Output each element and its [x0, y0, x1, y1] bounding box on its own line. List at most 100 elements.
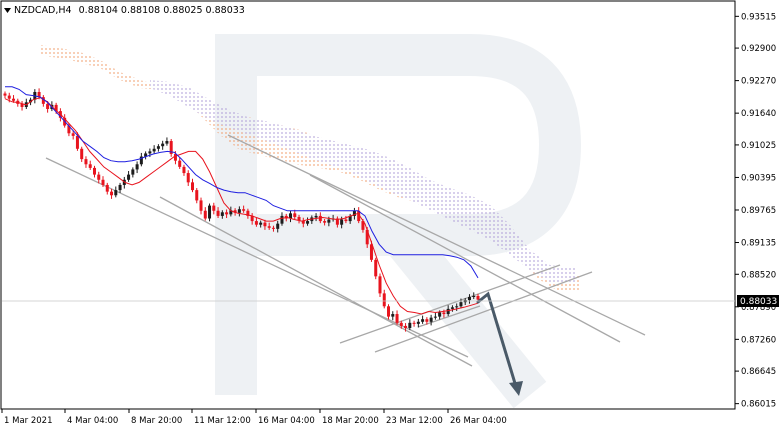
ichimoku-cloud-upper [40, 45, 580, 292]
candle-body [3, 93, 7, 96]
candle-body [472, 295, 476, 298]
candle-body [259, 222, 263, 225]
candle-body [178, 160, 182, 167]
x-tick-label: 16 Mar 04:00 [258, 416, 315, 426]
y-tick-label: 0.88520 [741, 270, 776, 280]
candle-body [340, 219, 344, 225]
x-tick-label: 26 Mar 04:00 [450, 416, 507, 426]
y-tick-label: 0.91640 [741, 109, 776, 119]
y-tick-label: 0.86015 [741, 400, 776, 410]
y-tick-label: 0.92900 [741, 44, 776, 54]
candle-body [254, 221, 258, 225]
candle-body [127, 174, 131, 180]
candle-body [442, 312, 446, 315]
candle-body [118, 184, 122, 191]
candle-body [46, 103, 50, 110]
candle-body [220, 212, 224, 216]
trendline-wedge-lower[interactable] [374, 271, 593, 353]
candle-body [314, 215, 318, 218]
candle-body [131, 169, 135, 175]
candle-body [246, 210, 250, 216]
candle-body [429, 317, 433, 322]
candle-body [12, 98, 16, 101]
tenkan-sen-line [4, 97, 479, 315]
candle-body [318, 215, 322, 222]
svg-text:NZDCAD,H4 0.88104 0.8810: NZDCAD,H4 0.88104 0.88108 0.88025 0.8803… [14, 5, 245, 16]
candle-body [229, 210, 233, 215]
ichimoku-cloud-lower [150, 80, 575, 282]
candle-body [148, 151, 152, 154]
x-tick-label: 18 Mar 20:00 [322, 416, 379, 426]
ohlc-quote: 0.88104 0.88108 0.88025 0.88033 [79, 5, 245, 16]
candle-body [41, 97, 45, 104]
candle-body [225, 212, 229, 215]
trendline-channel-mid[interactable] [309, 174, 621, 343]
forecast-arrow [476, 291, 523, 396]
current-price-tag: 0.88033 [737, 295, 779, 307]
candle-body [348, 215, 352, 222]
candle-body [208, 205, 212, 219]
candle-body [84, 159, 88, 165]
x-axis: 1 Mar 2021 4 Mar 04:00 8 Mar 20:00 11 Mar 1… [1, 409, 507, 426]
candle-body [156, 146, 160, 149]
candle-body [250, 215, 254, 222]
x-tick-label: 23 Mar 12:00 [386, 416, 443, 426]
candle-body [271, 227, 275, 229]
symbol-label: NZDCAD,H4 [14, 5, 72, 16]
candle-body [361, 221, 365, 230]
candle-body [450, 307, 454, 309]
candle-body [335, 218, 339, 225]
candle-body [412, 322, 416, 324]
trendlines[interactable] [45, 134, 646, 367]
candle-body [80, 148, 84, 160]
y-tick-label: 0.86645 [741, 367, 776, 377]
indicator-layer [4, 86, 479, 315]
candle-body [7, 95, 11, 99]
candle-body [165, 141, 169, 144]
chart-header: NZDCAD,H4 0.88104 0.88108 0.88025 0.8803… [4, 5, 245, 16]
candle-body [438, 312, 442, 317]
candle-body [399, 322, 403, 326]
candle-body [378, 276, 382, 294]
candle-body [216, 210, 220, 216]
candle-body [467, 297, 471, 301]
trendline-channel-upper[interactable] [227, 134, 646, 336]
candle-body [105, 184, 109, 192]
candle-body [446, 308, 450, 315]
candle-body [71, 133, 75, 136]
candle-body [237, 209, 241, 213]
trendline-wedge-upper[interactable] [339, 264, 561, 344]
x-tick-label: 11 Mar 12:00 [194, 416, 251, 426]
x-tick-label: 1 Mar 2021 [4, 416, 52, 426]
candle-body [323, 221, 327, 223]
y-tick-label: 0.89765 [741, 206, 776, 216]
y-tick-label: 0.92270 [741, 77, 776, 87]
trendline-lower-2[interactable] [159, 196, 473, 367]
candle-body [139, 156, 143, 165]
candle-body [242, 209, 246, 211]
candle-body [29, 99, 33, 103]
candle-body [352, 210, 356, 216]
candle-body [144, 153, 148, 157]
candle-body [357, 210, 361, 222]
candle-body [267, 226, 271, 228]
candle-body [382, 293, 386, 307]
candle-body [199, 200, 203, 211]
candle-body [135, 164, 139, 170]
candle-body [459, 302, 463, 307]
x-tick-label: 8 Mar 20:00 [131, 416, 182, 426]
kijun-sen-line [5, 86, 479, 279]
y-tick-label: 0.89135 [741, 239, 776, 249]
candle-body [369, 244, 373, 260]
candle-body [169, 141, 173, 154]
dropdown-triangle-icon[interactable] [4, 8, 11, 13]
candle-body [67, 125, 71, 134]
candle-body [425, 319, 429, 322]
candle-body [416, 321, 420, 324]
candle-body [233, 210, 237, 213]
candle-body [293, 213, 297, 217]
candle-body [182, 166, 186, 174]
trendline-wedge-short[interactable] [417, 305, 481, 328]
